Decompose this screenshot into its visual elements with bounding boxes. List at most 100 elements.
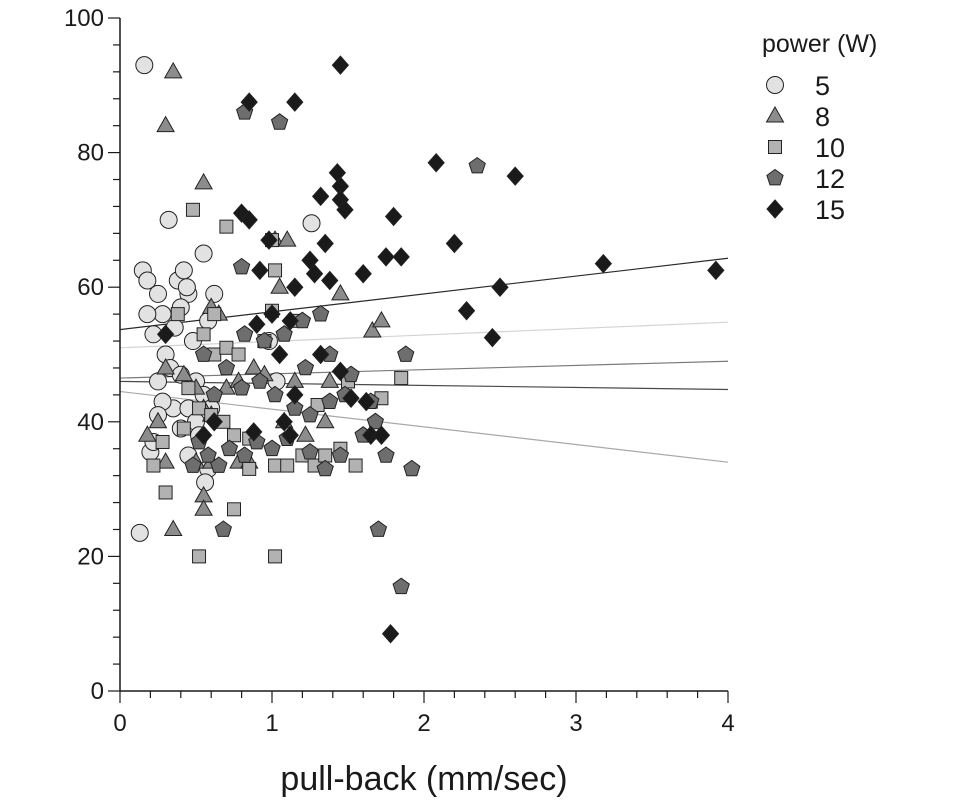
data-point-12w	[392, 577, 410, 595]
data-point-8w	[362, 320, 382, 338]
data-point-15w	[311, 186, 330, 207]
data-point-12w	[301, 442, 319, 460]
data-point-12w	[312, 304, 330, 322]
data-point-15w	[392, 247, 410, 267]
data-point-15w	[275, 412, 293, 432]
data-point-10w	[227, 502, 241, 517]
data-point-15w	[248, 314, 266, 334]
data-point-15w	[506, 166, 524, 186]
data-point-10w	[268, 263, 283, 278]
data-point-5w	[302, 214, 321, 233]
data-point-10w	[219, 340, 234, 355]
data-point-15w	[354, 263, 372, 284]
data-point-10w	[242, 461, 257, 476]
data-point-15w	[311, 344, 330, 365]
x-tick-label: 0	[113, 710, 126, 737]
x-ticks: 0 1 2 3 4	[113, 691, 735, 737]
data-point-10w	[348, 458, 363, 473]
y-tick-label: 60	[77, 274, 104, 301]
data-point-10w	[170, 307, 185, 322]
data-point-12w	[255, 331, 274, 349]
data-point-12w	[232, 378, 251, 396]
data-point-15w	[316, 233, 334, 254]
data-point-15w	[491, 277, 509, 297]
data-point-12w	[286, 399, 304, 416]
x-axis-title: pull-back (mm/sec)	[280, 760, 567, 798]
data-point-12w	[468, 156, 486, 174]
data-point-12w	[199, 446, 217, 463]
data-point-8w	[277, 230, 297, 247]
data-point-15w	[445, 233, 464, 254]
data-point-12w	[397, 345, 415, 362]
data-point-8w	[194, 172, 213, 190]
data-point-8w	[138, 425, 157, 442]
legend-label-10: 10	[815, 133, 845, 163]
data-point-12w	[217, 358, 236, 376]
data-point-8w	[320, 371, 340, 388]
data-point-10w	[176, 421, 191, 436]
y-tick-label: 40	[77, 409, 104, 436]
data-point-15w	[260, 230, 278, 250]
trend-line-8	[119, 360, 729, 379]
x-tick-label: 4	[721, 710, 734, 737]
data-point-12w	[263, 439, 281, 457]
data-point-15w	[377, 247, 395, 267]
data-point-10w	[192, 549, 207, 564]
data-point-15w	[331, 361, 350, 382]
data-point-12w	[301, 405, 319, 423]
data-point-8w	[148, 411, 168, 429]
data-point-8w	[270, 277, 289, 294]
data-point-12w	[251, 372, 269, 389]
x-tick-label: 3	[569, 710, 582, 737]
legend-marker-12	[766, 168, 784, 186]
data-point-12w	[266, 385, 284, 403]
data-point-5w	[130, 523, 149, 542]
data-point-12w	[236, 446, 254, 463]
data-point-15w	[240, 92, 258, 112]
data-point-8w	[372, 310, 391, 328]
data-point-15w	[281, 425, 299, 446]
data-point-12w	[220, 439, 239, 457]
data-point-10w	[196, 327, 211, 342]
data-point-12w	[236, 325, 254, 342]
legend-marker-8	[765, 105, 785, 123]
data-point-10w	[146, 458, 161, 473]
data-point-15w	[384, 206, 403, 227]
data-point-15w	[342, 388, 360, 408]
data-point-15w	[286, 385, 304, 405]
data-point-8w	[315, 411, 335, 429]
data-point-15w	[331, 55, 350, 75]
legend-label-8: 8	[815, 102, 830, 132]
y-tick-label: 100	[64, 5, 104, 32]
data-point-5w	[149, 372, 167, 391]
data-point-10w	[192, 401, 207, 416]
data-point-12w	[194, 345, 213, 362]
data-point-12w	[296, 358, 315, 376]
y-ticks: 0 20 40 60 80 100	[64, 5, 120, 705]
data-point-12w	[205, 385, 223, 403]
y-tick-label: 0	[91, 678, 104, 705]
data-point-8w	[194, 499, 213, 516]
data-point-15w	[336, 200, 354, 220]
data-point-12w	[210, 456, 228, 473]
data-point-5w	[138, 305, 157, 324]
data-point-10w	[231, 347, 246, 362]
data-point-10w	[158, 485, 173, 500]
data-point-12w	[232, 257, 251, 275]
data-point-15w	[156, 324, 175, 345]
data-point-12w	[377, 446, 395, 463]
data-point-15w	[251, 260, 269, 281]
data-point-5w	[149, 284, 167, 303]
data-point-5w	[196, 473, 215, 492]
legend-marker-15	[766, 199, 784, 219]
data-point-15w	[457, 301, 476, 321]
data-point-12w	[403, 459, 421, 477]
data-point-5w	[177, 278, 196, 297]
data-point-12w	[214, 520, 232, 537]
data-point-15w	[286, 92, 304, 112]
trend-line-12	[119, 390, 729, 463]
data-point-12w	[369, 520, 388, 537]
data-point-5w	[174, 261, 193, 280]
y-tick-label: 20	[77, 543, 104, 570]
